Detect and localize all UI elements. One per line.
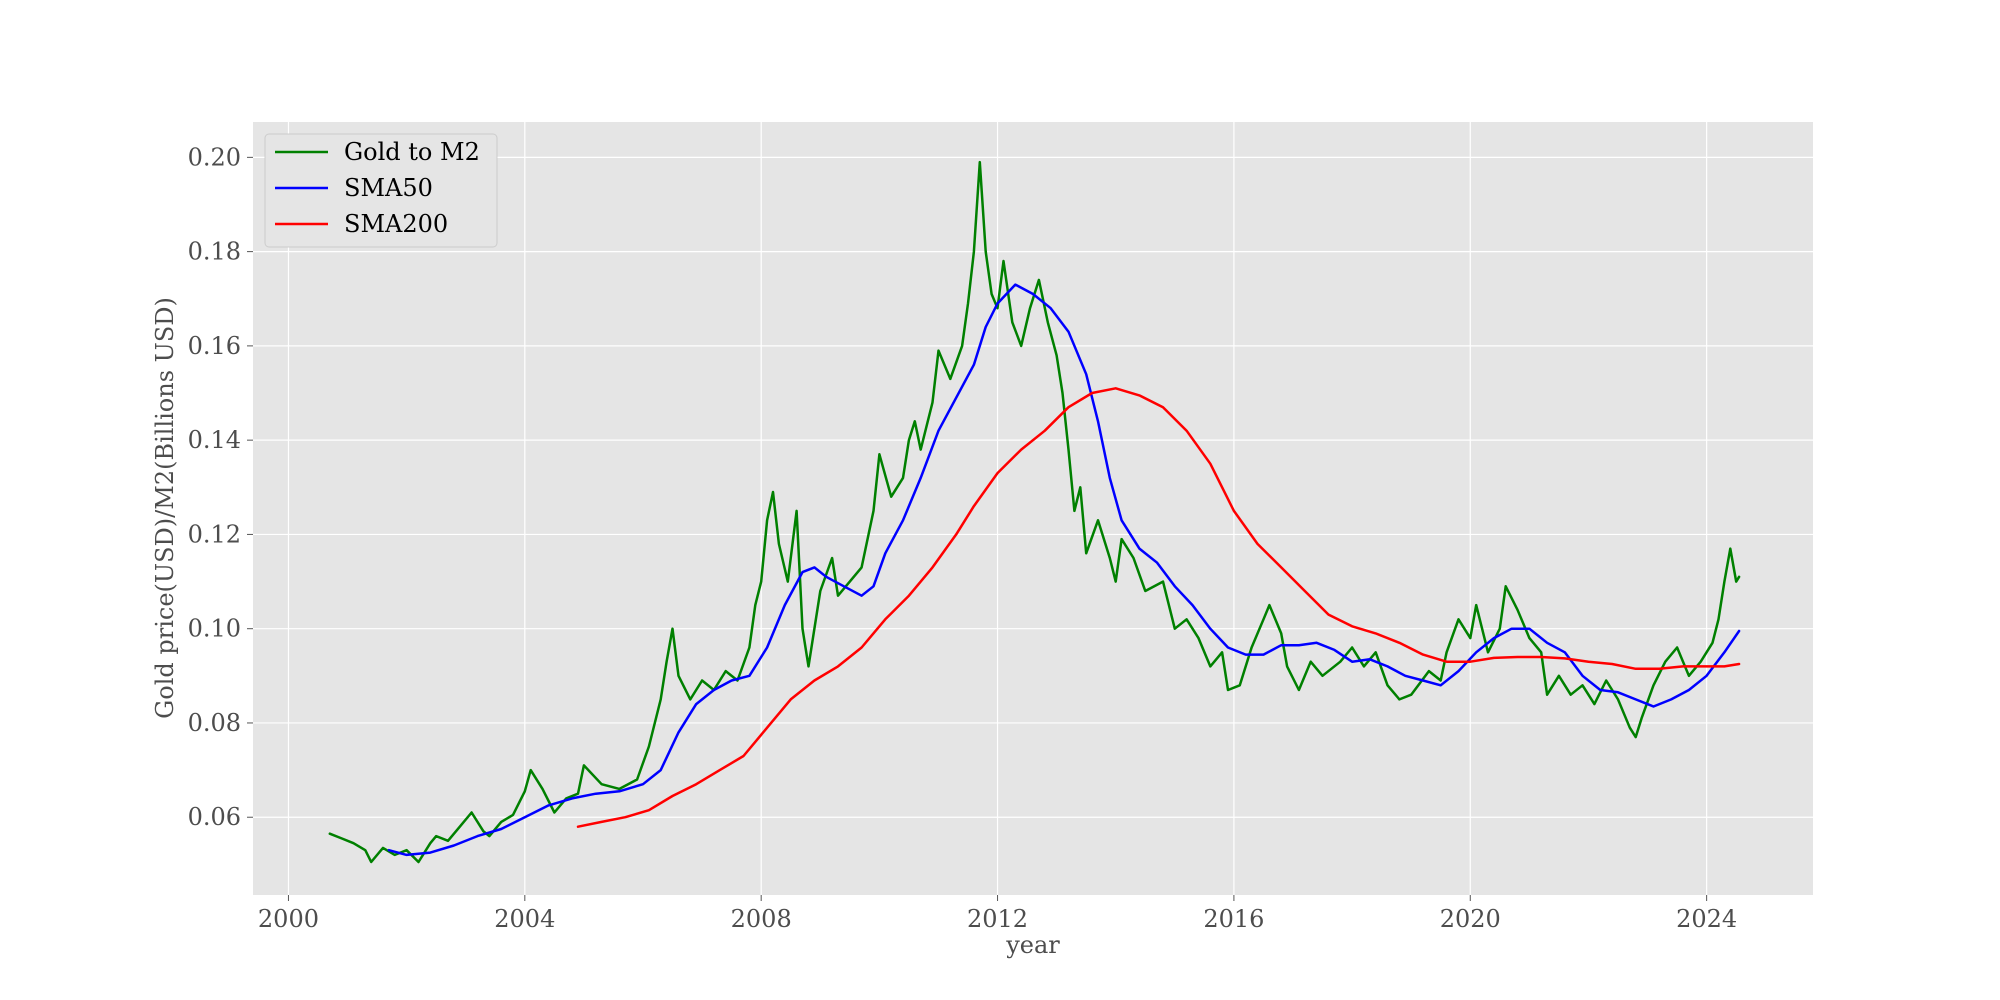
series-line-gold-to-m2 [328, 160, 1741, 864]
x-tick-label: 2012 [967, 905, 1028, 933]
x-axis-label: year [1005, 931, 1060, 959]
x-tick-label: 2016 [1203, 905, 1264, 933]
y-tick-label: 0.20 [188, 143, 241, 171]
y-tick-label: 0.12 [188, 520, 241, 548]
x-tick-label: 2024 [1676, 905, 1737, 933]
legend: Gold to M2 SMA50 SMA200 [264, 133, 498, 248]
y-tick-label: 0.16 [188, 332, 241, 360]
x-tick-label: 2020 [1440, 905, 1501, 933]
series-line-sma50 [387, 283, 1741, 857]
x-tick-label: 2008 [731, 905, 792, 933]
y-tick-label: 0.06 [188, 803, 241, 831]
grid [253, 122, 1813, 895]
legend-label-gold-to-m2: Gold to M2 [344, 138, 480, 166]
plot-area [253, 122, 1813, 895]
ticks-layer: 2000 2004 2008 2012 2016 2020 2024 0.06 0.08 0.10… [188, 143, 1738, 933]
series-layer [328, 160, 1741, 864]
y-tick-label: 0.08 [188, 709, 241, 737]
legend-box [264, 133, 498, 248]
legend-label-sma50: SMA50 [344, 174, 433, 202]
y-tick-label: 0.18 [188, 238, 241, 266]
x-tick-label: 2004 [494, 905, 555, 933]
legend-label-sma200: SMA200 [344, 210, 448, 238]
series-line-sma200 [576, 387, 1741, 828]
y-axis-label: Gold price(USD)/M2(Billions USD) [151, 297, 179, 719]
y-tick-label: 0.14 [188, 426, 241, 454]
x-tick-label: 2000 [258, 905, 319, 933]
y-tick-label: 0.10 [188, 615, 241, 643]
